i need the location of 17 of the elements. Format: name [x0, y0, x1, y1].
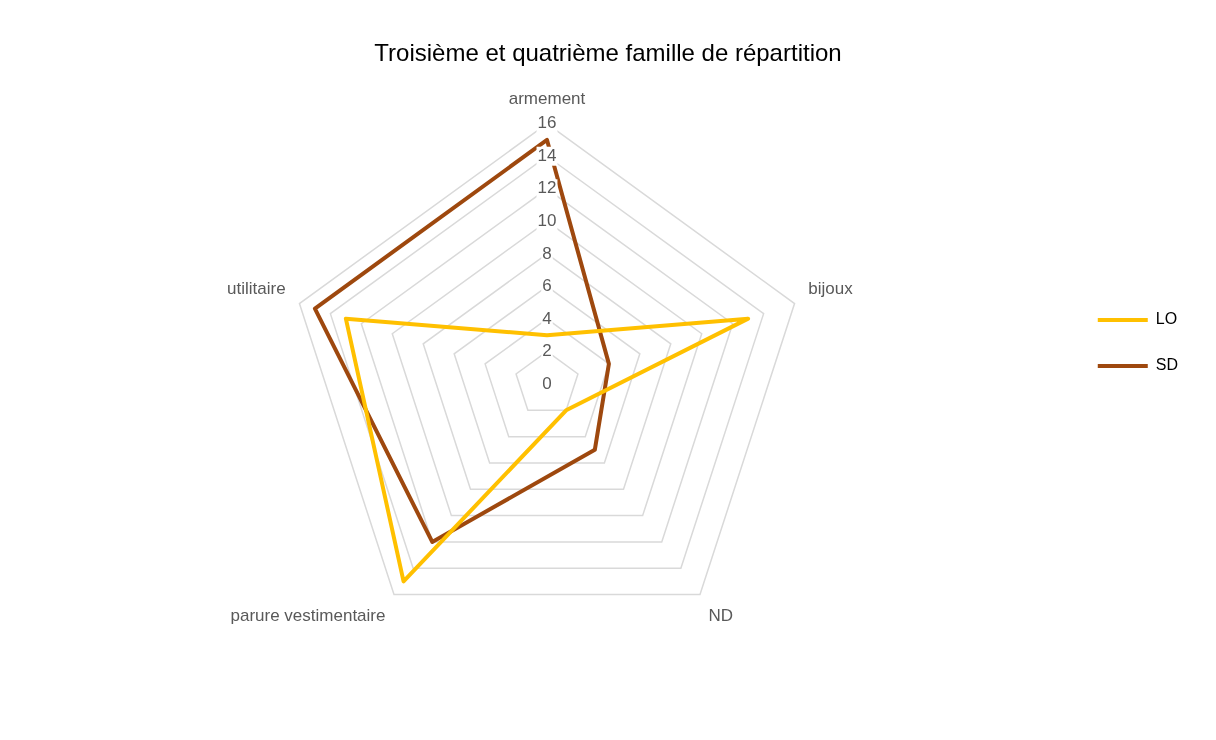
y-tick-label: 4 — [542, 308, 552, 328]
legend-label: LO — [1155, 310, 1178, 328]
y-tick-label: 8 — [542, 243, 552, 263]
y-tick-label: 2 — [542, 341, 552, 361]
spoke-label: parure vestimentaire — [230, 606, 386, 626]
legend-label: SD — [1155, 356, 1179, 374]
spoke-label: bijoux — [808, 278, 854, 298]
y-tick-label: 10 — [537, 211, 557, 230]
y-tick-label: 16 — [537, 113, 557, 133]
spoke-label: armement — [508, 88, 586, 108]
y-tick-label: 0 — [542, 373, 552, 393]
spoke-label: ND — [708, 606, 734, 626]
spoke-label: utilitaire — [227, 278, 286, 298]
y-tick-label: 12 — [537, 178, 557, 198]
y-tick-label: 14 — [537, 145, 557, 165]
y-tick-label: 6 — [542, 276, 552, 296]
chart-title: Troisième et quatrième famille de répartition — [374, 39, 842, 67]
